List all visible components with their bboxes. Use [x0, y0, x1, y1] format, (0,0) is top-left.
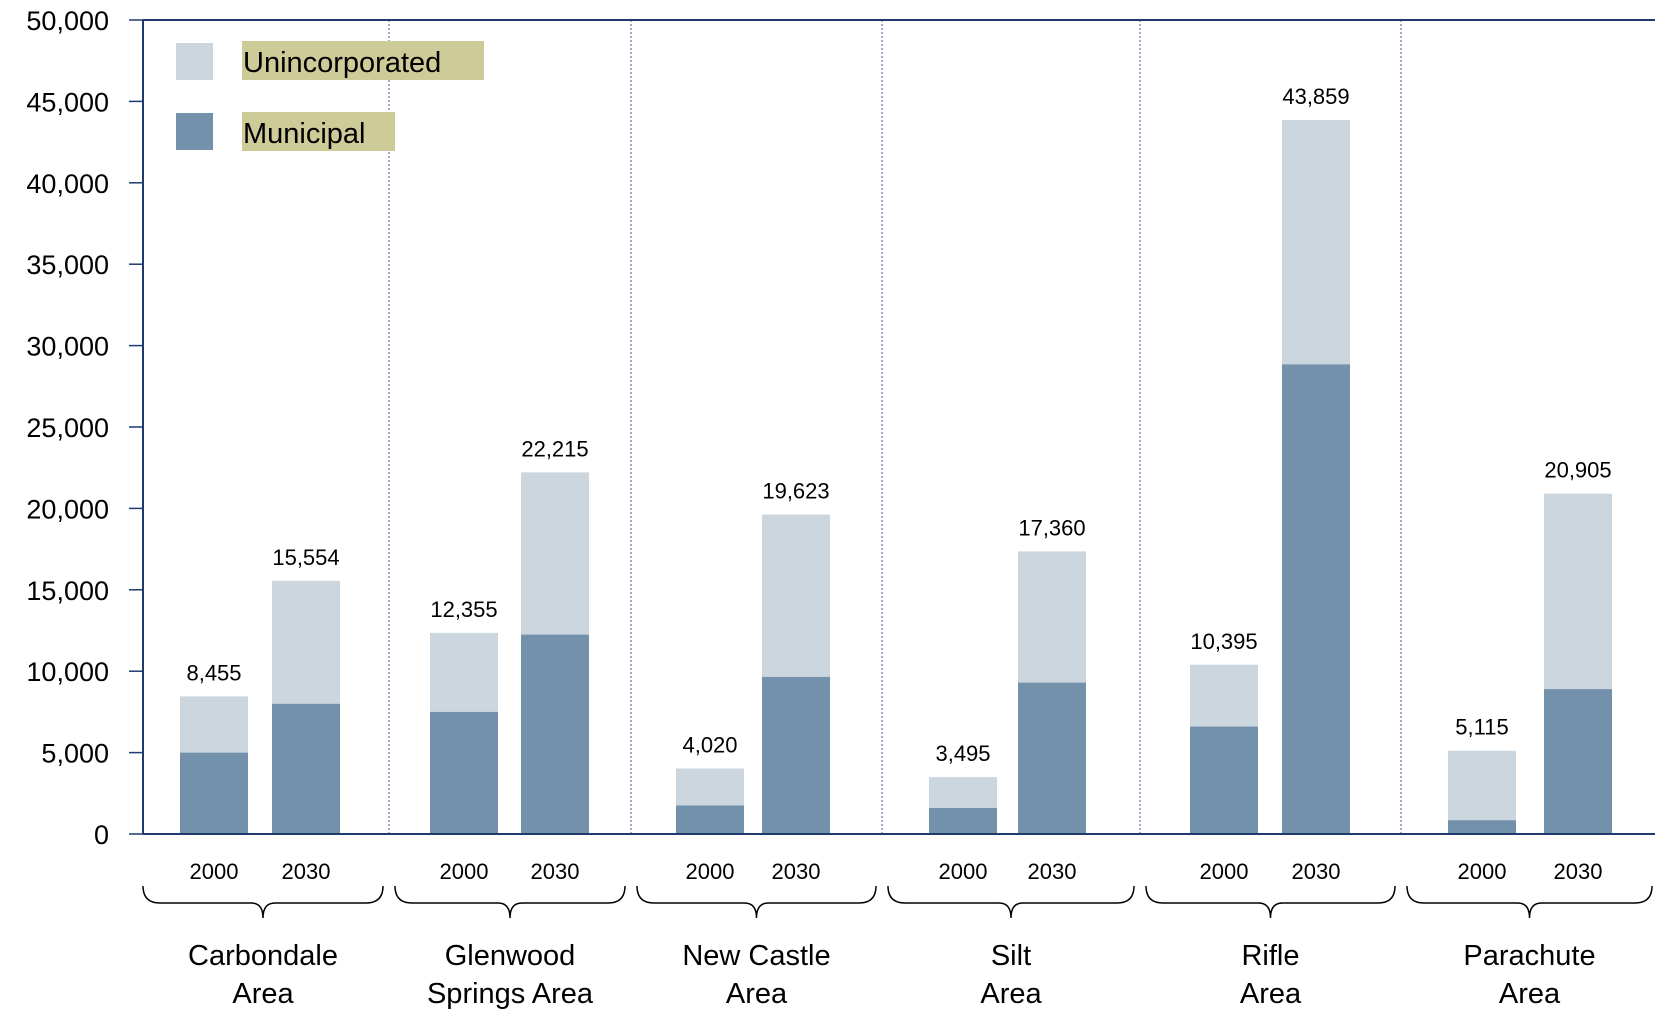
total-label-2-0: 4,020: [682, 733, 737, 758]
bar-municipal-1-0: [430, 711, 498, 834]
legend-highlight-unincorporated: [242, 41, 484, 80]
bar-unincorporated-0-0: [180, 696, 248, 753]
total-label-0-0: 8,455: [186, 660, 241, 685]
group-label-line: Rifle: [1241, 940, 1299, 972]
x-tick-label-3-1: 2030: [1028, 859, 1077, 884]
group-label-line: Area: [980, 978, 1042, 1010]
group-brace-2: [636, 885, 877, 919]
total-label-3-0: 3,495: [935, 741, 990, 766]
legend: Unincorporated Municipal: [176, 41, 484, 151]
bar-unincorporated-0-1: [272, 580, 340, 704]
legend-swatch-municipal: [176, 113, 213, 150]
group-brace-1: [394, 885, 626, 919]
y-tick-label-1: 5,000: [41, 739, 109, 769]
group-label-2: New Castle Area: [682, 940, 830, 1010]
bar-unincorporated-3-0: [929, 777, 997, 808]
x-tick-label-2-0: 2000: [686, 859, 735, 884]
bar-municipal-3-0: [929, 807, 997, 834]
legend-label-municipal: Municipal: [243, 118, 366, 150]
group-label-3: Silt Area: [980, 940, 1042, 1010]
x-tick-label-4-0: 2000: [1200, 859, 1249, 884]
total-label-3-1: 17,360: [1018, 515, 1085, 540]
y-tick-label-2: 10,000: [26, 657, 109, 687]
group-label-1: Glenwood Springs Area: [427, 940, 594, 1010]
group-label-line: Area: [232, 978, 294, 1010]
bar-municipal-4-1: [1282, 364, 1350, 834]
total-label-0-1: 15,554: [272, 545, 339, 570]
bar-unincorporated-1-0: [430, 632, 498, 712]
bar-unincorporated-4-0: [1190, 664, 1258, 727]
y-tick-label-6: 30,000: [26, 332, 109, 362]
y-tick-label-7: 35,000: [26, 250, 109, 280]
labels: 8,455 2000 15,554 2030 Carbondale Area 12,355 2…: [142, 84, 1653, 1010]
group-label-0: Carbondale Area: [188, 940, 338, 1010]
bar-municipal-0-0: [180, 752, 248, 834]
bar-municipal-2-0: [676, 805, 744, 834]
bar-unincorporated-5-1: [1544, 493, 1612, 690]
bars: [180, 119, 1612, 834]
x-tick-label-0-0: 2000: [190, 859, 239, 884]
bar-unincorporated-2-1: [762, 514, 830, 677]
x-tick-label-1-0: 2000: [440, 859, 489, 884]
bar-unincorporated-5-0: [1448, 750, 1516, 821]
y-tick-label-8: 40,000: [26, 169, 109, 199]
bar-unincorporated-2-0: [676, 768, 744, 806]
y-tick-label-9: 45,000: [26, 87, 109, 117]
total-label-5-1: 20,905: [1544, 458, 1611, 483]
total-label-4-1: 43,859: [1282, 84, 1349, 109]
group-label-line: Silt: [991, 940, 1031, 972]
group-label-4: Rifle Area: [1240, 940, 1302, 1010]
group-label-line: Area: [726, 978, 788, 1010]
x-tick-label-5-0: 2000: [1458, 859, 1507, 884]
legend-swatch-unincorporated: [176, 43, 213, 80]
total-label-1-0: 12,355: [430, 597, 497, 622]
legend-label-unincorporated: Unincorporated: [243, 47, 441, 79]
group-label-line: Parachute: [1463, 940, 1595, 972]
y-tick-label-3: 15,000: [26, 576, 109, 606]
x-tick-label-2-1: 2030: [772, 859, 821, 884]
group-brace-0: [142, 885, 384, 919]
bar-municipal-1-1: [521, 634, 589, 834]
x-tick-label-0-1: 2030: [282, 859, 331, 884]
y-tick-label-4: 20,000: [26, 494, 109, 524]
bar-unincorporated-1-1: [521, 472, 589, 635]
x-tick-label-4-1: 2030: [1292, 859, 1341, 884]
x-tick-label-1-1: 2030: [531, 859, 580, 884]
group-label-line: Carbondale: [188, 940, 338, 972]
bar-municipal-5-0: [1448, 820, 1516, 834]
group-label-line: Area: [1499, 978, 1561, 1010]
bar-municipal-5-1: [1544, 689, 1612, 834]
group-label-line: Area: [1240, 978, 1302, 1010]
bar-municipal-2-1: [762, 676, 830, 834]
group-label-line: Springs Area: [427, 978, 594, 1010]
x-tick-label-3-0: 2000: [939, 859, 988, 884]
total-label-4-0: 10,395: [1190, 629, 1257, 654]
group-label-5: Parachute Area: [1463, 940, 1595, 1010]
x-tick-label-5-1: 2030: [1554, 859, 1603, 884]
bar-municipal-3-1: [1018, 682, 1086, 834]
y-tick-label-0: 0: [94, 820, 109, 850]
group-brace-4: [1145, 885, 1396, 919]
bar-unincorporated-3-1: [1018, 551, 1086, 683]
group-brace-5: [1406, 885, 1653, 919]
bar-unincorporated-4-1: [1282, 119, 1350, 365]
y-tick-label-5: 25,000: [26, 413, 109, 443]
total-label-2-1: 19,623: [762, 479, 829, 504]
bar-municipal-4-0: [1190, 726, 1258, 834]
group-label-line: New Castle: [682, 940, 830, 972]
axes: 0 5,000 10,000 15,000 20,000 25,000 30,000 35,0…: [26, 6, 1655, 850]
bar-municipal-0-1: [272, 703, 340, 834]
group-brace-3: [887, 885, 1135, 919]
group-label-line: Glenwood: [445, 940, 576, 972]
legend-highlight-municipal: [242, 112, 395, 151]
y-tick-label-10: 50,000: [26, 6, 109, 36]
total-label-1-1: 22,215: [521, 436, 588, 461]
total-label-5-0: 5,115: [1455, 715, 1508, 740]
